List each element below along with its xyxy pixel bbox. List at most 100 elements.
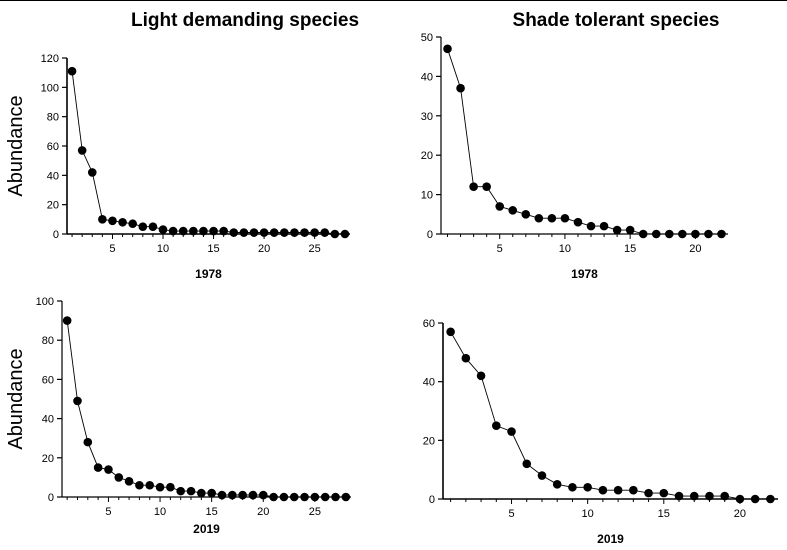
y-tick-label: 60 [47,141,59,153]
data-point [269,228,279,237]
data-point [290,228,299,237]
data-point [560,213,570,223]
data-point [67,66,77,76]
data-point [750,494,760,504]
data-point [461,353,471,363]
series-line [447,48,722,235]
y-tick-label: 20 [47,200,59,212]
data-point [87,168,97,177]
data-point [138,222,148,231]
x-tick-label: 10 [154,506,166,518]
data-point [612,225,622,235]
x-tick-label: 15 [624,243,636,255]
data-point [638,229,648,239]
y-tick-label: 0 [427,229,433,241]
data-point [507,427,516,436]
data-point [508,206,518,215]
x-axis-label: 1978 [571,267,598,281]
data-point [573,217,583,227]
data-point [674,491,684,501]
data-point [155,482,165,492]
x-tick-label: 5 [109,243,115,255]
x-tick-label: 10 [559,243,571,255]
data-point [77,146,87,155]
data-point [124,477,134,486]
x-tick-label: 10 [582,508,594,520]
data-point [320,228,330,237]
chart-panel-top-left: 0 20 40 60 80 100 120 5 10 15 20 25 1978 Abundance [5,53,350,281]
data-point [678,229,687,239]
data-point [456,83,465,93]
x-tick-label: 20 [257,506,269,518]
data-point [552,480,562,489]
x-tick-label: 20 [689,243,701,255]
x-axis-label: 2019 [597,532,624,546]
series-line [66,320,346,498]
data-point [300,492,309,502]
y-tick-label: 0 [429,494,435,506]
y-axis-label: Abundance [5,348,27,449]
y-tick-label: 100 [41,82,59,94]
x-tick-label: 5 [497,243,503,255]
data-point [689,491,699,501]
data-point [158,225,168,234]
chart-panel-bottom-left: 0 20 40 60 80 100 5 10 15 20 25 2019 Abundance [5,296,351,536]
x-tick-label: 15 [206,506,218,518]
data-point [73,396,82,406]
chart-panel-bottom-right: 0 20 40 60 5 10 15 20 2019 [423,318,778,546]
data-point [534,213,544,223]
data-point [199,226,208,236]
series-line [450,331,771,500]
y-tick-label: 80 [47,112,59,124]
data-point [446,327,455,337]
y-tick-label: 20 [423,435,435,447]
x-tick-label: 5 [508,508,514,520]
data-point [258,490,268,500]
y-tick-label: 30 [421,111,433,123]
x-tick-label: 25 [309,243,321,255]
data-point [340,229,350,239]
data-point [644,488,653,498]
y-tick-label: 60 [423,318,435,330]
data-point [93,463,103,472]
data-point [176,486,185,496]
data-point [495,202,505,211]
y-tick-label: 20 [42,453,54,465]
y-tick-label: 20 [421,150,433,162]
data-point [248,490,258,500]
data-point [320,492,330,502]
data-point [178,226,188,236]
y-tick-label: 40 [421,71,433,83]
data-point [310,492,320,502]
y-tick-label: 50 [421,32,433,44]
data-point [330,229,340,239]
data-point [228,490,237,500]
data-point [219,226,228,236]
chart-panel-top-right: 0 10 20 30 40 50 5 10 15 20 1978 [421,32,728,281]
data-point [300,228,309,237]
data-point [207,488,216,498]
data-point [717,229,726,239]
data-point [599,221,609,231]
data-point [168,226,178,236]
data-point [249,228,259,237]
data-point [625,225,635,235]
data-point [114,473,124,482]
data-point [189,226,198,236]
column-title-light-demanding: Light demanding species [131,10,359,31]
data-point [491,421,501,430]
data-point [704,229,713,239]
data-point [280,228,289,237]
data-point [238,490,247,500]
y-tick-label: 120 [41,53,59,65]
data-point [705,491,714,501]
data-point [104,465,113,474]
x-tick-label: 15 [207,243,219,255]
data-point [586,221,596,231]
data-point [209,226,218,236]
data-point [118,217,127,227]
y-tick-label: 40 [47,170,59,182]
data-point [148,222,158,231]
data-point [186,486,196,496]
